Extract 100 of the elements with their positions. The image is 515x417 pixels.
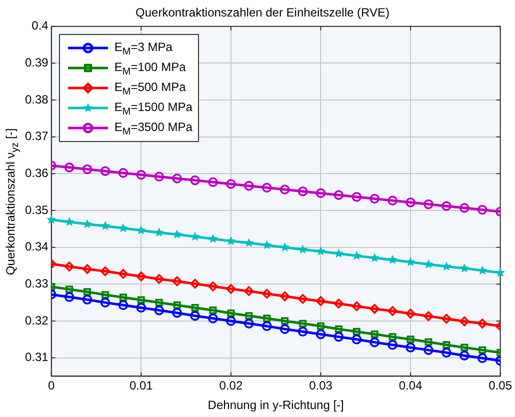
y-tick-label: 0.39 xyxy=(24,56,49,70)
point xyxy=(208,281,218,292)
point xyxy=(388,306,398,316)
point xyxy=(496,268,506,277)
x-tick-label: 0.03 xyxy=(309,378,333,393)
point xyxy=(119,294,127,302)
point xyxy=(100,166,110,176)
point xyxy=(316,246,326,256)
legend-label: E$_{M}$=1500 MPa xyxy=(114,100,192,118)
point xyxy=(370,330,378,338)
x-axis-title: Dehnung in y-Richtung [-] xyxy=(208,398,344,412)
point xyxy=(244,318,254,328)
point xyxy=(227,310,235,317)
point xyxy=(263,314,271,322)
point xyxy=(208,234,218,243)
point xyxy=(352,328,360,336)
point xyxy=(406,336,414,344)
point xyxy=(262,321,272,332)
y-tick-label: 0.4 xyxy=(32,18,49,33)
legend-label: E$_{M}$=500 MPa xyxy=(114,80,186,98)
point xyxy=(100,266,110,276)
point xyxy=(64,216,74,226)
point xyxy=(442,348,452,358)
point xyxy=(245,312,253,320)
point xyxy=(280,184,290,194)
point xyxy=(100,298,110,308)
point xyxy=(460,350,470,360)
point xyxy=(244,238,254,247)
point xyxy=(280,291,290,302)
point xyxy=(281,317,289,325)
point xyxy=(280,242,290,252)
point xyxy=(136,302,146,313)
point xyxy=(136,170,146,180)
point xyxy=(352,250,362,260)
point xyxy=(66,286,74,294)
point xyxy=(334,332,344,342)
legend-label: E$_{M}$=3 MPa xyxy=(114,40,172,58)
point xyxy=(477,353,488,364)
point xyxy=(136,225,146,234)
point xyxy=(244,286,254,296)
point xyxy=(460,344,468,352)
point xyxy=(172,276,182,286)
point xyxy=(388,196,398,206)
point xyxy=(298,326,308,337)
point xyxy=(154,172,164,182)
point xyxy=(262,182,272,193)
point xyxy=(316,329,326,340)
x-tick-label: 0 xyxy=(48,378,56,393)
point xyxy=(154,228,164,237)
point xyxy=(334,325,342,333)
point xyxy=(334,298,344,309)
point xyxy=(136,272,146,282)
x-tick-label: 0.05 xyxy=(488,378,512,393)
point xyxy=(424,338,432,346)
point xyxy=(64,262,74,272)
point xyxy=(280,324,290,334)
point xyxy=(298,294,308,304)
point xyxy=(100,220,110,230)
point xyxy=(190,175,200,186)
point xyxy=(226,179,236,189)
point xyxy=(460,203,470,213)
y-tick-label: 0.33 xyxy=(24,276,49,290)
point xyxy=(226,316,236,326)
point xyxy=(370,194,380,204)
point xyxy=(137,296,145,304)
y-tick-label: 0.36 xyxy=(24,166,49,180)
point xyxy=(118,300,128,310)
point xyxy=(118,268,128,279)
point xyxy=(406,257,416,266)
point xyxy=(154,305,164,316)
point xyxy=(190,310,200,321)
point xyxy=(209,306,217,314)
x-tick-label: 0.04 xyxy=(398,378,423,393)
point xyxy=(64,162,74,172)
point xyxy=(244,180,254,191)
point xyxy=(442,314,452,324)
point xyxy=(352,334,362,344)
point xyxy=(460,316,470,326)
point xyxy=(172,308,182,318)
chart-title: Querkontraktionszahlen der Einheitszelle (RVE) xyxy=(136,6,390,20)
point xyxy=(155,298,163,306)
point xyxy=(154,274,164,284)
point xyxy=(172,229,182,238)
point xyxy=(46,214,56,224)
point xyxy=(82,264,92,274)
point xyxy=(82,219,92,228)
point xyxy=(370,304,380,314)
point xyxy=(388,340,398,350)
y-tick-label: 0.34 xyxy=(24,240,49,254)
point xyxy=(460,263,470,272)
legend-label: E$_{M}$=3500 MPa xyxy=(114,120,192,138)
point xyxy=(226,284,236,294)
point xyxy=(64,292,74,302)
point xyxy=(478,346,486,354)
point xyxy=(208,177,218,188)
point xyxy=(406,342,416,352)
point xyxy=(424,259,434,268)
point xyxy=(262,240,272,250)
y-tick-label: 0.37 xyxy=(24,129,49,144)
point xyxy=(118,223,128,232)
